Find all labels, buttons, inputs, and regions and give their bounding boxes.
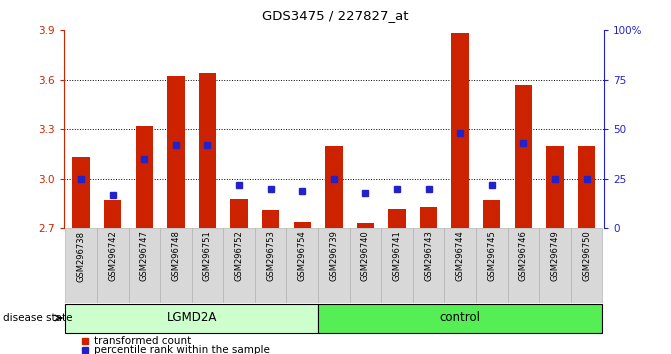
- Text: GSM296753: GSM296753: [266, 230, 275, 281]
- Bar: [262, 210, 279, 228]
- Text: percentile rank within the sample: percentile rank within the sample: [94, 346, 270, 354]
- Bar: [318, 304, 603, 333]
- Bar: [389, 209, 406, 228]
- Bar: [483, 200, 501, 228]
- Bar: [381, 228, 413, 303]
- Text: GSM296744: GSM296744: [456, 230, 465, 281]
- Bar: [72, 157, 90, 228]
- Text: GSM296749: GSM296749: [550, 230, 560, 281]
- Bar: [129, 228, 160, 303]
- Text: GSM296742: GSM296742: [108, 230, 117, 281]
- Bar: [230, 199, 248, 228]
- Bar: [293, 222, 311, 228]
- Text: GSM296745: GSM296745: [487, 230, 497, 281]
- Text: GSM296739: GSM296739: [329, 230, 338, 281]
- Bar: [578, 146, 595, 228]
- Bar: [444, 228, 476, 303]
- Text: disease state: disease state: [3, 313, 73, 323]
- Text: GSM296741: GSM296741: [393, 230, 401, 281]
- Bar: [65, 304, 318, 333]
- Bar: [325, 146, 342, 228]
- Text: GDS3475 / 227827_at: GDS3475 / 227827_at: [262, 9, 409, 22]
- Text: GSM296752: GSM296752: [235, 230, 244, 281]
- Bar: [136, 126, 153, 228]
- Text: GSM296751: GSM296751: [203, 230, 212, 281]
- Text: control: control: [440, 312, 480, 325]
- Bar: [65, 228, 97, 303]
- Text: GSM296748: GSM296748: [171, 230, 180, 281]
- Bar: [546, 146, 564, 228]
- Bar: [160, 228, 192, 303]
- Bar: [413, 228, 444, 303]
- Bar: [167, 76, 185, 228]
- Bar: [515, 85, 532, 228]
- Text: GSM296746: GSM296746: [519, 230, 528, 281]
- Text: GSM296740: GSM296740: [361, 230, 370, 281]
- Bar: [318, 228, 350, 303]
- Bar: [192, 228, 223, 303]
- Text: GSM296747: GSM296747: [140, 230, 149, 281]
- Bar: [104, 200, 121, 228]
- Text: GSM296754: GSM296754: [298, 230, 307, 281]
- Bar: [452, 33, 469, 228]
- Text: GSM296750: GSM296750: [582, 230, 591, 281]
- Bar: [287, 228, 318, 303]
- Text: GSM296743: GSM296743: [424, 230, 433, 281]
- Bar: [223, 228, 255, 303]
- Text: LGMD2A: LGMD2A: [166, 312, 217, 325]
- Bar: [97, 228, 129, 303]
- Bar: [476, 228, 507, 303]
- Bar: [350, 228, 381, 303]
- Bar: [507, 228, 539, 303]
- Bar: [357, 223, 374, 228]
- Text: GSM296738: GSM296738: [76, 230, 86, 281]
- Bar: [255, 228, 287, 303]
- Text: transformed count: transformed count: [94, 336, 191, 346]
- Bar: [539, 228, 571, 303]
- Bar: [420, 207, 437, 228]
- Bar: [571, 228, 603, 303]
- Bar: [199, 73, 216, 228]
